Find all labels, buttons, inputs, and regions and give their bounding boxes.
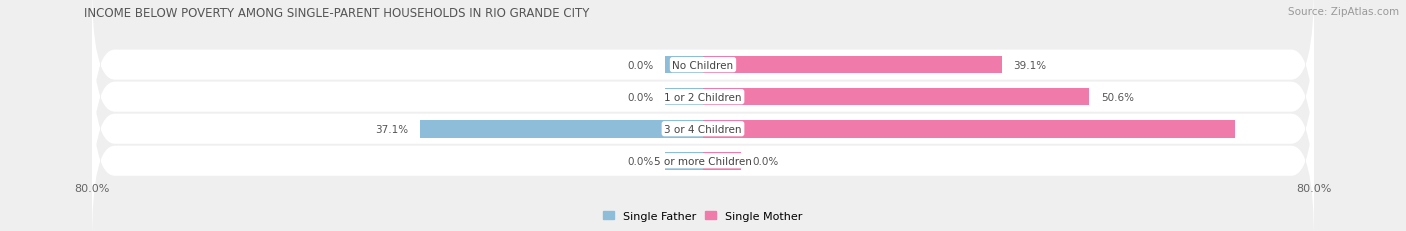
Text: 0.0%: 0.0% [627,60,654,70]
Text: Source: ZipAtlas.com: Source: ZipAtlas.com [1288,7,1399,17]
Bar [665,88,703,106]
Text: 3 or 4 Children: 3 or 4 Children [664,124,742,134]
Bar [703,88,1090,106]
Text: No Children: No Children [672,60,734,70]
Text: 69.6%: 69.6% [1246,124,1282,134]
FancyBboxPatch shape [91,17,1315,178]
Bar [703,57,1001,74]
Text: 39.1%: 39.1% [1014,60,1046,70]
Bar [665,57,703,74]
Bar [665,152,703,170]
Bar [419,120,703,138]
Text: 37.1%: 37.1% [375,124,408,134]
Text: 0.0%: 0.0% [627,156,654,166]
FancyBboxPatch shape [91,80,1315,231]
Text: INCOME BELOW POVERTY AMONG SINGLE-PARENT HOUSEHOLDS IN RIO GRANDE CITY: INCOME BELOW POVERTY AMONG SINGLE-PARENT… [84,7,589,20]
Text: 5 or more Children: 5 or more Children [654,156,752,166]
Bar [703,120,1234,138]
Text: 1 or 2 Children: 1 or 2 Children [664,92,742,102]
FancyBboxPatch shape [91,49,1315,210]
Text: 0.0%: 0.0% [627,92,654,102]
Text: 50.6%: 50.6% [1101,92,1133,102]
FancyBboxPatch shape [91,0,1315,146]
Legend: Single Father, Single Mother: Single Father, Single Mother [599,207,807,225]
Bar [703,152,741,170]
Text: 0.0%: 0.0% [752,156,779,166]
